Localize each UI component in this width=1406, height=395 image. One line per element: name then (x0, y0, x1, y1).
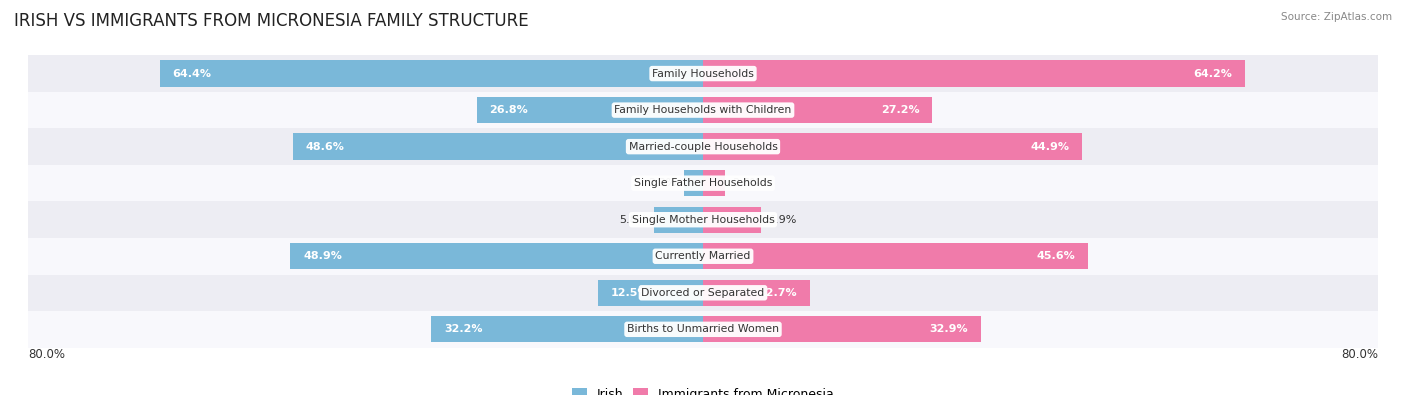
Text: Source: ZipAtlas.com: Source: ZipAtlas.com (1281, 12, 1392, 22)
Text: 5.8%: 5.8% (619, 215, 647, 225)
Bar (28, 92, 1378, 128)
Text: 44.9%: 44.9% (1031, 142, 1069, 152)
Text: 48.9%: 48.9% (304, 251, 342, 261)
Bar (292, 134, 703, 160)
Bar (703, 207, 761, 233)
Text: Currently Married: Currently Married (655, 251, 751, 261)
Text: Divorced or Separated: Divorced or Separated (641, 288, 765, 298)
Text: IRISH VS IMMIGRANTS FROM MICRONESIA FAMILY STRUCTURE: IRISH VS IMMIGRANTS FROM MICRONESIA FAMI… (14, 12, 529, 30)
Bar (28, 55, 1378, 92)
Bar (703, 60, 1244, 87)
Legend: Irish, Immigrants from Micronesia: Irish, Immigrants from Micronesia (567, 383, 839, 395)
Bar (703, 134, 1081, 160)
Text: 2.6%: 2.6% (731, 178, 761, 188)
Text: 80.0%: 80.0% (28, 348, 65, 361)
Text: 80.0%: 80.0% (1341, 348, 1378, 361)
Bar (291, 243, 703, 269)
Bar (654, 207, 703, 233)
Text: 45.6%: 45.6% (1036, 251, 1076, 261)
Bar (28, 128, 1378, 165)
Text: 2.3%: 2.3% (648, 178, 676, 188)
Bar (28, 238, 1378, 275)
Bar (683, 170, 703, 196)
Bar (28, 275, 1378, 311)
Bar (28, 201, 1378, 238)
Bar (703, 280, 810, 306)
Text: 12.7%: 12.7% (759, 288, 797, 298)
Text: Single Father Households: Single Father Households (634, 178, 772, 188)
Text: 12.5%: 12.5% (610, 288, 648, 298)
Text: 64.2%: 64.2% (1194, 69, 1232, 79)
Bar (477, 97, 703, 123)
Text: Single Mother Households: Single Mother Households (631, 215, 775, 225)
Bar (703, 243, 1088, 269)
Text: Family Households: Family Households (652, 69, 754, 79)
Text: 32.2%: 32.2% (444, 324, 482, 334)
Text: 27.2%: 27.2% (882, 105, 920, 115)
Text: 64.4%: 64.4% (173, 69, 211, 79)
Bar (432, 316, 703, 342)
Bar (160, 60, 703, 87)
Text: 26.8%: 26.8% (489, 105, 529, 115)
Text: Family Households with Children: Family Households with Children (614, 105, 792, 115)
Text: 32.9%: 32.9% (929, 324, 967, 334)
Bar (703, 316, 980, 342)
Bar (703, 97, 932, 123)
Text: 6.9%: 6.9% (768, 215, 796, 225)
Text: 48.6%: 48.6% (305, 142, 344, 152)
Text: Births to Unmarried Women: Births to Unmarried Women (627, 324, 779, 334)
Bar (28, 311, 1378, 348)
Bar (28, 165, 1378, 201)
Bar (598, 280, 703, 306)
Bar (703, 170, 725, 196)
Text: Married-couple Households: Married-couple Households (628, 142, 778, 152)
